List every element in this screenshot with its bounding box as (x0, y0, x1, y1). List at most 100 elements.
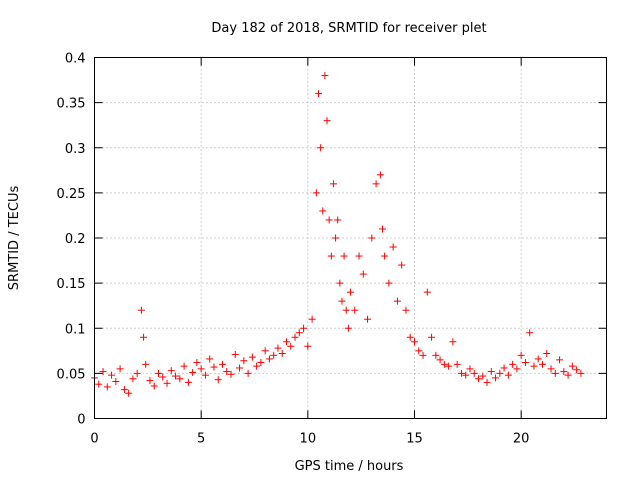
data-point (504, 371, 512, 379)
data-point (359, 270, 367, 278)
data-point (393, 297, 401, 305)
data-point (415, 347, 423, 355)
y-tick-label: 0 (77, 413, 85, 428)
data-point (462, 371, 470, 379)
data-point (140, 333, 148, 341)
data-point (315, 90, 322, 98)
data-point (385, 279, 393, 287)
data-point (167, 367, 175, 375)
data-point (381, 252, 389, 260)
data-point (334, 216, 342, 224)
data-point (184, 378, 192, 386)
data-point (496, 369, 504, 377)
data-point (568, 362, 576, 370)
data-point (466, 365, 474, 373)
data-point (193, 359, 201, 367)
data-point (201, 371, 209, 379)
data-point (137, 306, 145, 314)
data-point (163, 379, 171, 387)
data-point (287, 342, 295, 350)
y-tick-label: 0.3 (65, 142, 86, 157)
data-point (355, 252, 363, 260)
data-point (223, 368, 231, 376)
data-point (325, 216, 333, 224)
data-point (214, 376, 222, 384)
x-tick-label: 10 (300, 432, 317, 447)
y-tick-label: 0.2 (65, 232, 86, 247)
data-point (172, 372, 180, 380)
data-point (103, 383, 111, 391)
data-point (283, 338, 290, 346)
data-point (159, 373, 167, 381)
data-point (244, 369, 252, 377)
data-point (304, 342, 312, 350)
data-point (112, 377, 120, 385)
data-point (389, 243, 397, 251)
data-point (564, 371, 572, 379)
data-point (240, 357, 248, 365)
data-point (146, 377, 154, 385)
data-point (176, 375, 184, 383)
data-point (551, 369, 559, 377)
data-point (364, 315, 372, 323)
y-tick-label: 0.25 (57, 187, 86, 202)
data-point (487, 368, 495, 376)
data-point (475, 375, 482, 383)
data-point (327, 252, 335, 260)
data-point (227, 370, 235, 378)
data-point (338, 297, 346, 305)
data-point (329, 180, 337, 188)
data-series (91, 72, 585, 397)
data-point (530, 362, 538, 370)
data-point (500, 364, 508, 372)
data-point (376, 171, 384, 179)
data-point (270, 351, 278, 359)
data-point (248, 353, 256, 361)
data-point (155, 369, 162, 377)
data-point (534, 355, 542, 363)
data-point (406, 333, 414, 341)
data-point (517, 351, 525, 359)
data-point (116, 365, 124, 373)
data-point (453, 360, 461, 368)
plot-frame (94, 57, 607, 419)
data-point (332, 234, 340, 242)
data-point (372, 180, 380, 188)
data-point (312, 189, 320, 197)
data-point (133, 369, 141, 377)
data-point (470, 369, 478, 377)
x-tick-label: 20 (513, 432, 530, 447)
chart-title: Day 182 of 2018, SRMTID for receiver ple… (211, 21, 486, 36)
data-point (556, 356, 564, 364)
y-tick-label: 0.35 (57, 97, 86, 112)
data-point (344, 324, 352, 332)
data-point (445, 362, 453, 370)
data-point (543, 350, 551, 358)
x-tick-label: 0 (90, 432, 98, 447)
data-point (150, 382, 158, 390)
data-point (210, 363, 218, 371)
data-point (321, 72, 329, 80)
data-point (419, 351, 427, 359)
data-point (129, 375, 137, 383)
data-point (99, 368, 107, 376)
y-tick-label: 0.1 (65, 322, 86, 337)
data-point (231, 350, 239, 358)
data-point (265, 355, 273, 363)
data-point (423, 288, 431, 296)
data-point (261, 347, 269, 355)
data-point (457, 369, 465, 377)
data-point (368, 234, 376, 242)
data-point (340, 252, 348, 260)
y-axis-label: SRMTID / TECUs (7, 186, 22, 291)
data-point (402, 306, 410, 314)
data-point (509, 360, 517, 368)
data-point (513, 365, 521, 373)
data-point (253, 362, 261, 370)
data-point (317, 144, 325, 152)
data-point (180, 362, 188, 370)
data-point (526, 329, 534, 337)
data-point (108, 371, 116, 379)
data-point (521, 359, 529, 367)
data-point (428, 333, 436, 341)
